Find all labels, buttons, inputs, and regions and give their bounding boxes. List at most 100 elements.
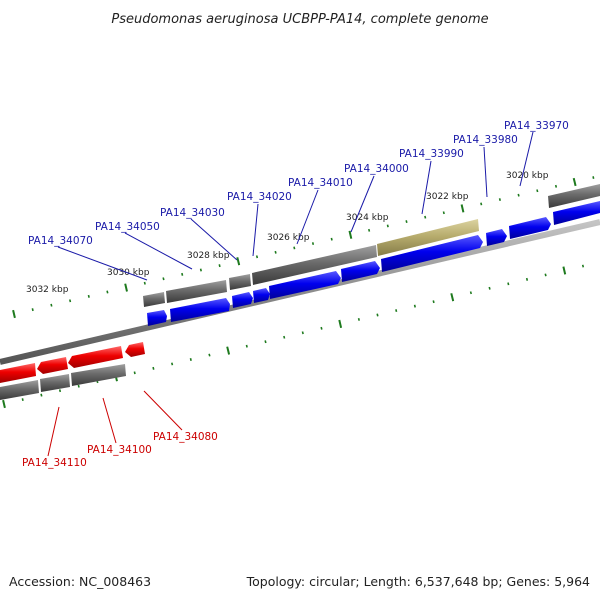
minor-tick (245, 344, 248, 348)
scale-ticks-outer (12, 176, 595, 319)
gene-blocks-upper (143, 184, 600, 307)
forward-gene-labels: PA14_33970 PA14_33980 PA14_33990 PA14_34… (28, 120, 569, 281)
accession-text: Accession: NC_008463 (9, 574, 151, 589)
gene-label[interactable]: PA14_34020 (227, 191, 292, 203)
minor-tick (77, 384, 80, 388)
major-tick (562, 266, 567, 275)
forward-gene-arrow[interactable] (232, 292, 253, 308)
reverse-gene-arrow[interactable] (0, 363, 36, 383)
gene-block[interactable] (252, 245, 377, 285)
major-tick (338, 319, 343, 329)
minor-tick (293, 246, 296, 250)
tick-label: 3026 kbp (267, 233, 310, 243)
minor-tick (525, 277, 529, 281)
minor-tick (50, 303, 53, 307)
forward-gene-arrow[interactable] (486, 229, 507, 246)
leader-line (483, 146, 488, 198)
forward-gene-arrow[interactable] (341, 261, 380, 282)
gene-block[interactable] (166, 280, 227, 303)
major-tick (12, 309, 16, 319)
gene-label[interactable]: PA14_33990 (399, 148, 464, 160)
leader-line (519, 131, 534, 187)
tick-label: 3020 kbp (506, 171, 549, 181)
gene-label[interactable]: PA14_33970 (504, 120, 569, 132)
gene-blocks-lower (0, 364, 126, 400)
minor-tick (498, 198, 501, 201)
major-tick (2, 399, 6, 409)
gene-block-highlighted[interactable] (377, 219, 479, 256)
minor-tick (58, 389, 62, 393)
minor-tick (395, 309, 398, 312)
leader-line (47, 406, 60, 457)
minor-tick (517, 193, 520, 197)
reverse-gene-labels: PA14_34080 PA14_34100 PA14_34110 (22, 390, 218, 469)
minor-tick (536, 189, 539, 193)
reverse-gene-arrow[interactable] (68, 346, 123, 368)
minor-tick (171, 362, 174, 366)
major-tick (226, 346, 231, 355)
leader-line (252, 203, 259, 257)
gene-block[interactable] (71, 364, 126, 386)
reverse-gene-arrow[interactable] (37, 357, 68, 374)
gene-label[interactable]: PA14_34100 (87, 444, 152, 456)
forward-gene-arrow[interactable] (170, 298, 230, 322)
major-tick (124, 283, 128, 292)
leader-line (296, 189, 319, 245)
major-tick (348, 230, 353, 239)
gene-label[interactable]: PA14_34070 (28, 235, 93, 247)
forward-gene-arrow[interactable] (381, 235, 483, 272)
gene-label[interactable]: PA14_34110 (22, 457, 87, 469)
gene-label[interactable]: PA14_34000 (344, 163, 409, 175)
forward-gene-arrow[interactable] (553, 201, 600, 225)
gene-block[interactable] (143, 292, 165, 307)
gene-label[interactable]: PA14_34050 (95, 221, 160, 233)
minor-tick (208, 353, 211, 357)
minor-tick (218, 264, 221, 268)
major-tick (236, 257, 241, 266)
gene-label[interactable]: PA14_34030 (160, 207, 225, 219)
minor-tick (357, 318, 360, 321)
minor-tick (31, 308, 34, 312)
minor-tick (507, 282, 510, 286)
minor-tick (432, 300, 435, 304)
leader-line (124, 232, 193, 270)
minor-tick (152, 366, 155, 370)
forward-gene-arrow[interactable] (509, 217, 551, 239)
minor-tick (311, 242, 315, 245)
minor-tick (162, 277, 165, 281)
minor-tick (87, 294, 90, 298)
leader-line (350, 175, 375, 233)
map-title: Pseudomonas aeruginosa UCBPP-PA14, compl… (111, 12, 488, 27)
tick-label: 3032 kbp (26, 285, 69, 295)
minor-tick (442, 211, 445, 215)
minor-tick (69, 299, 72, 303)
gene-block[interactable] (40, 374, 70, 392)
minor-tick (554, 184, 558, 188)
gene-label[interactable]: PA14_34010 (288, 177, 353, 189)
gene-block[interactable] (0, 380, 39, 400)
minor-tick (181, 272, 184, 276)
forward-gene-arrow[interactable] (147, 310, 167, 326)
major-tick (572, 177, 577, 187)
forward-gene-arrow[interactable] (253, 288, 270, 303)
minor-tick (592, 176, 595, 179)
minor-tick (368, 228, 371, 232)
minor-tick (40, 393, 43, 397)
major-tick (460, 204, 465, 213)
reverse-gene-arrows (0, 342, 145, 383)
gene-label[interactable]: PA14_33980 (453, 134, 518, 146)
gene-block[interactable] (548, 184, 600, 208)
leader-line (421, 160, 432, 215)
leader-line (143, 390, 183, 431)
reverse-gene-arrow[interactable] (125, 342, 145, 357)
leader-line (102, 397, 117, 444)
minor-tick (21, 398, 24, 401)
gene-block[interactable] (229, 274, 251, 290)
major-tick (450, 293, 455, 302)
gene-label[interactable]: PA14_34080 (153, 431, 218, 443)
forward-gene-arrow[interactable] (269, 271, 341, 299)
tick-label: 3024 kbp (346, 213, 389, 223)
minor-tick (386, 224, 389, 228)
minor-tick (581, 264, 585, 268)
